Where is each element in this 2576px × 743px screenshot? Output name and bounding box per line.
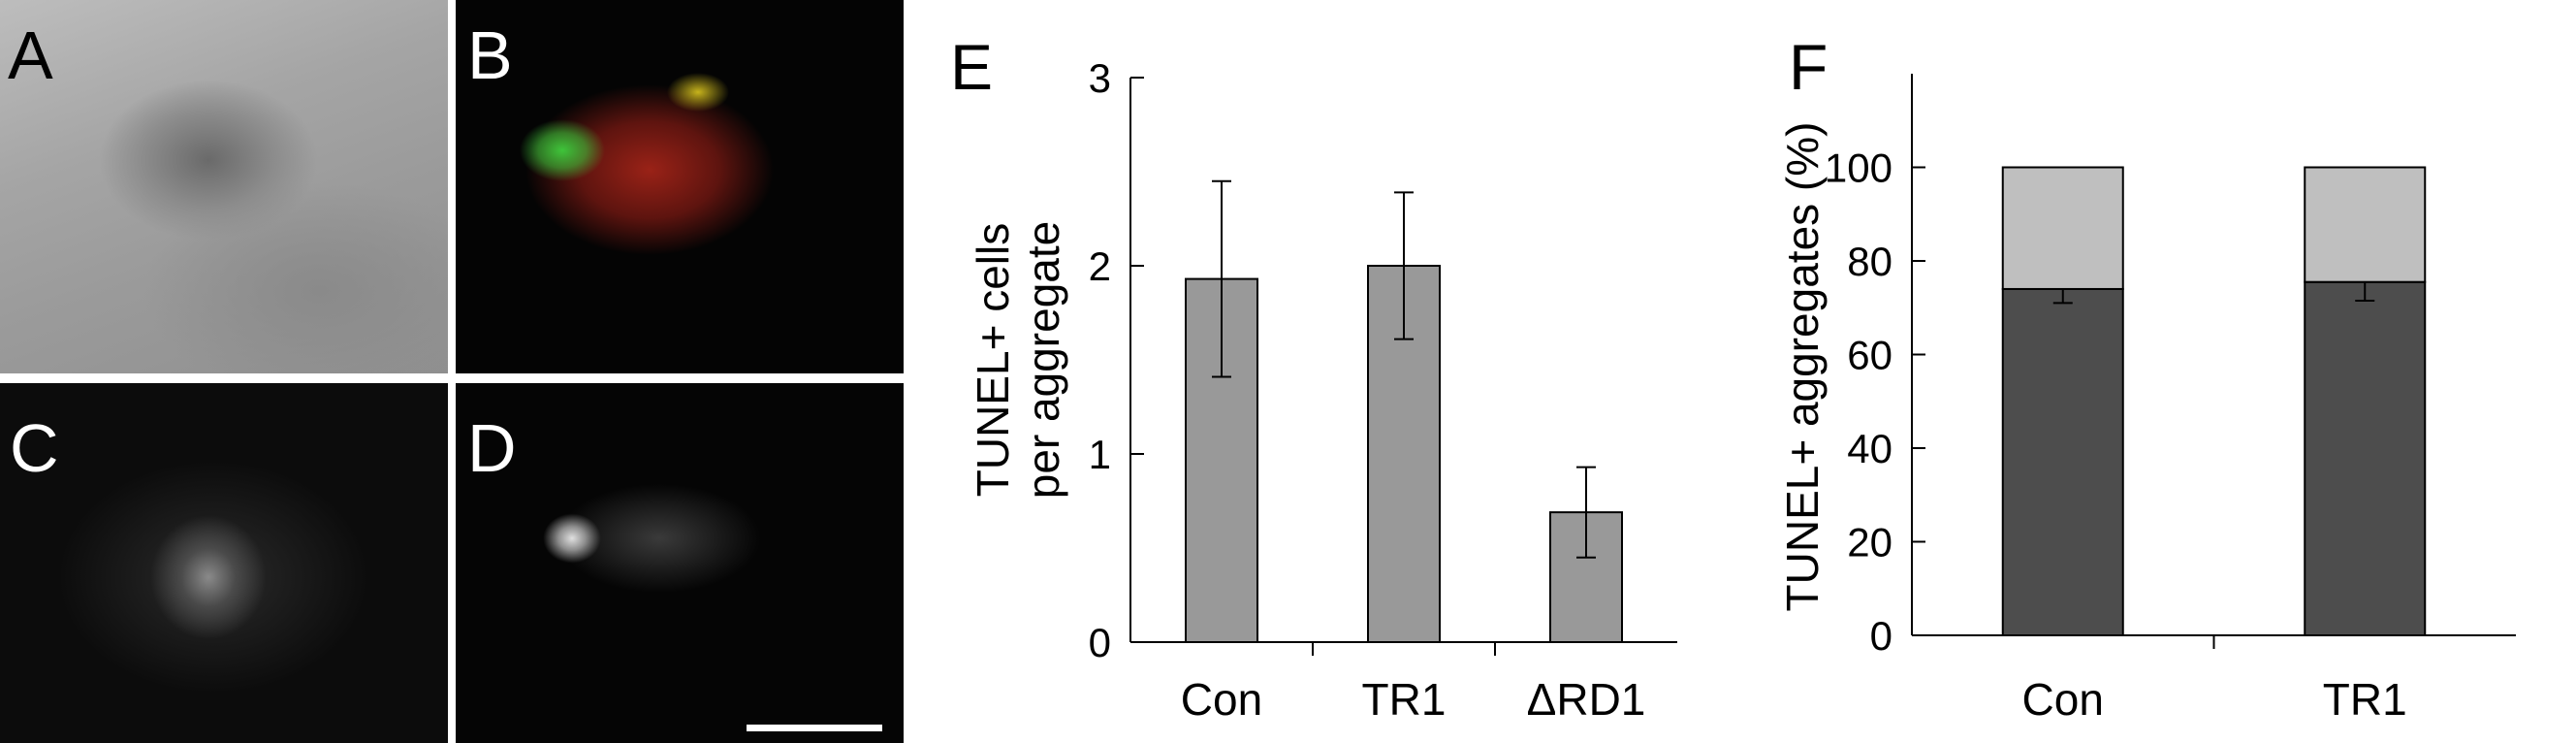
y-tick-label: 3 [1089,55,1111,101]
y-tick-label: 0 [1870,613,1892,659]
panel-f-letter: F [1789,31,1828,103]
chart-f: F 0 20 40 60 80 100 Con TR1 TUNEL+ aggregates (%) [1777,31,2516,725]
y-tick-label: 100 [1825,145,1892,191]
panel-d-fluorescence-image: D [456,383,904,743]
y-tick-label: 20 [1847,520,1892,565]
panel-a-letter: A [8,17,53,93]
stacked-bar-segment [2304,280,2427,636]
stacked-bar-segment [2001,166,2124,290]
y-tick-label: 0 [1089,620,1111,665]
panel-c-letter: C [10,410,59,486]
stacked-bar-segment [2001,287,2124,636]
x-tick-label: TR1 [2323,674,2407,725]
panel-e-letter: E [950,31,993,103]
panel-b-fluorescence-merge-image: B [456,0,904,373]
stacked-bar-segment [2304,166,2427,283]
y-tick-label: 80 [1847,239,1892,284]
chart-e: E 0 1 2 3 Con TR1 ΔRD1 TUNEL+ cellsper aggregate [950,31,1677,725]
y-tick-label: 40 [1847,426,1892,471]
panel-a-brightfield-image: A [0,0,448,373]
y-tick-label: 60 [1847,333,1892,378]
y-axis-label-line: per aggregate [1018,221,1068,499]
x-tick-label: TR1 [1362,674,1447,725]
x-tick-label: ΔRD1 [1527,674,1646,725]
panel-d-letter: D [467,410,517,486]
panel-b-letter: B [467,17,513,93]
y-axis-label-line: TUNEL+ cells [968,223,1018,497]
x-tick-label: Con [1181,674,1262,725]
y-axis-label: TUNEL+ cellsper aggregate [968,221,1068,499]
y-tick-label: 2 [1089,243,1111,289]
y-tick-label: 1 [1089,432,1111,477]
y-axis-label: TUNEL+ aggregates (%) [1777,122,1828,612]
panel-c-fluorescence-image: C [0,383,448,743]
x-tick-label: Con [2022,674,2104,725]
scale-bar [747,725,882,731]
